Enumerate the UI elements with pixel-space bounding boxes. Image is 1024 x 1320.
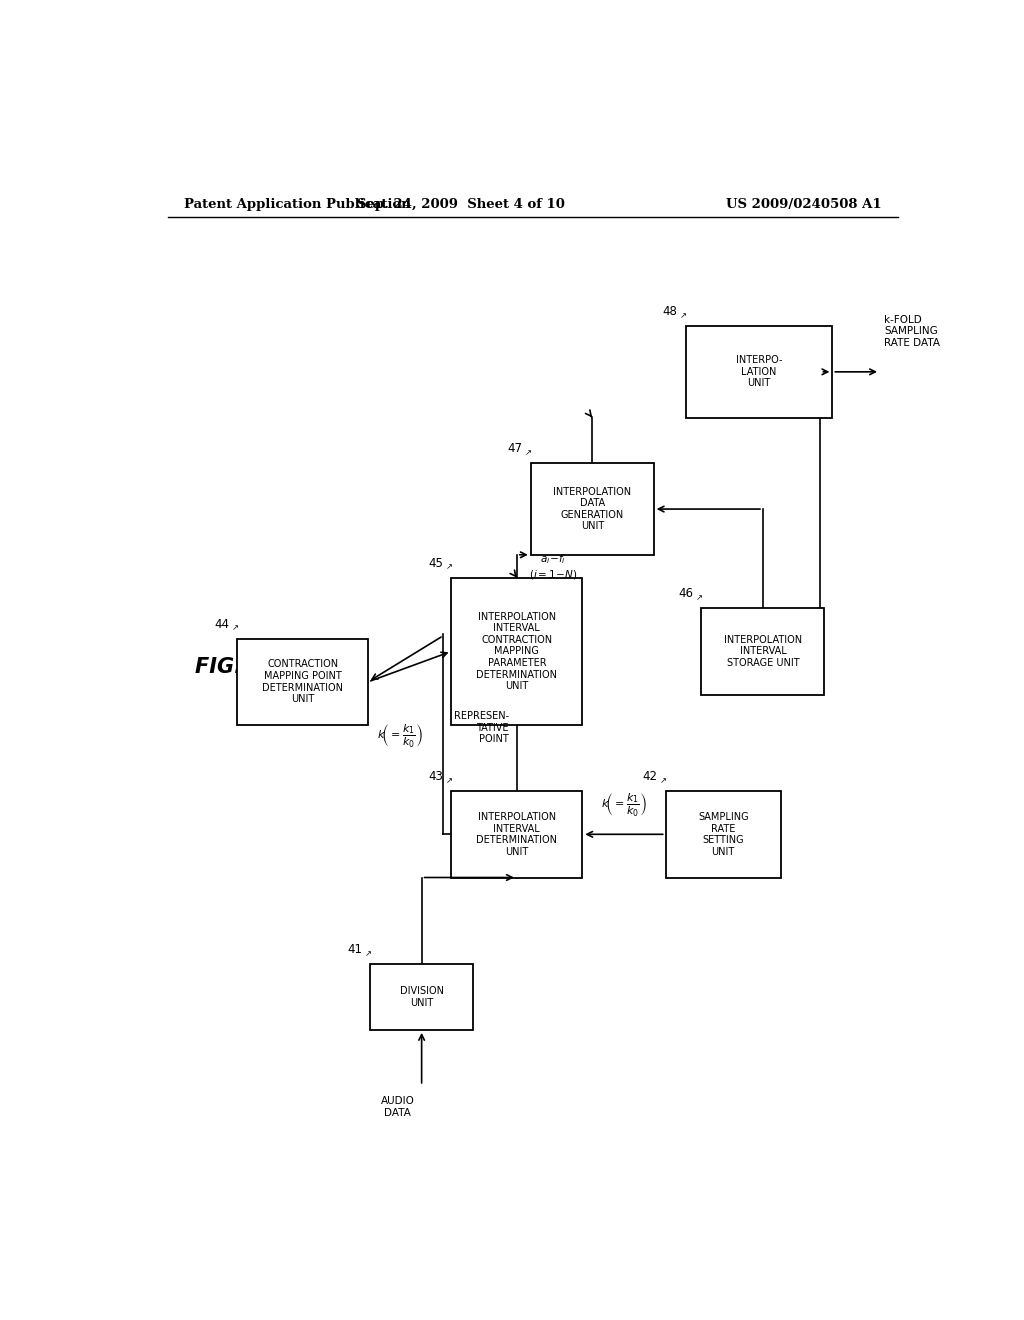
Text: 43: 43 <box>429 770 443 783</box>
Text: ↗: ↗ <box>660 776 667 785</box>
Bar <box>530 463 653 554</box>
Text: INTERPOLATION
INTERVAL
STORAGE UNIT: INTERPOLATION INTERVAL STORAGE UNIT <box>724 635 802 668</box>
Text: DIVISION
UNIT: DIVISION UNIT <box>399 986 443 1007</box>
Bar <box>685 326 833 417</box>
Text: FIG. 4: FIG. 4 <box>196 656 264 677</box>
Bar <box>238 639 368 725</box>
Text: 44: 44 <box>214 618 229 631</box>
Text: SAMPLING
RATE
SETTING
UNIT: SAMPLING RATE SETTING UNIT <box>698 812 749 857</box>
Text: INTERPOLATION
INTERVAL
CONTRACTION
MAPPING
PARAMETER
DETERMINATION
UNIT: INTERPOLATION INTERVAL CONTRACTION MAPPI… <box>476 611 557 692</box>
Text: $a_i\!-\!f_i$
$(i=1\!-\!N)$: $a_i\!-\!f_i$ $(i=1\!-\!N)$ <box>528 552 578 581</box>
Text: k-FOLD
SAMPLING
RATE DATA: k-FOLD SAMPLING RATE DATA <box>884 314 940 347</box>
Bar <box>666 791 780 878</box>
Text: ↗: ↗ <box>525 449 532 457</box>
Text: Patent Application Publication: Patent Application Publication <box>183 198 411 211</box>
Bar <box>370 964 473 1030</box>
Text: ↗: ↗ <box>680 312 687 319</box>
Text: INTERPOLATION
INTERVAL
DETERMINATION
UNIT: INTERPOLATION INTERVAL DETERMINATION UNI… <box>476 812 557 857</box>
Text: REPRESEN-
TATIVE
POINT: REPRESEN- TATIVE POINT <box>454 711 509 744</box>
Text: 45: 45 <box>429 557 443 569</box>
Text: CONTRACTION
MAPPING POINT
DETERMINATION
UNIT: CONTRACTION MAPPING POINT DETERMINATION … <box>262 660 343 705</box>
Text: ↗: ↗ <box>445 776 453 785</box>
Text: INTERPO-
LATION
UNIT: INTERPO- LATION UNIT <box>735 355 782 388</box>
Text: ↗: ↗ <box>696 593 702 602</box>
Text: 42: 42 <box>643 770 657 783</box>
Text: $k\!\left(=\dfrac{k_1}{k_0}\right)$: $k\!\left(=\dfrac{k_1}{k_0}\right)$ <box>601 792 647 818</box>
Text: 46: 46 <box>679 587 693 601</box>
Text: 48: 48 <box>663 305 678 318</box>
Text: AUDIO
DATA: AUDIO DATA <box>381 1096 415 1118</box>
Text: ↗: ↗ <box>445 562 453 572</box>
Text: $k\!\left(=\dfrac{k_1}{k_0}\right)$: $k\!\left(=\dfrac{k_1}{k_0}\right)$ <box>377 723 423 750</box>
Text: 41: 41 <box>347 942 362 956</box>
Bar <box>452 791 583 878</box>
Text: US 2009/0240508 A1: US 2009/0240508 A1 <box>726 198 882 211</box>
Text: ↗: ↗ <box>365 949 372 958</box>
Bar <box>452 578 583 725</box>
Text: ↗: ↗ <box>231 623 239 632</box>
Text: 47: 47 <box>508 442 523 455</box>
Text: INTERPOLATION
DATA
GENERATION
UNIT: INTERPOLATION DATA GENERATION UNIT <box>553 487 632 532</box>
Text: Sep. 24, 2009  Sheet 4 of 10: Sep. 24, 2009 Sheet 4 of 10 <box>357 198 565 211</box>
Bar <box>701 609 824 694</box>
